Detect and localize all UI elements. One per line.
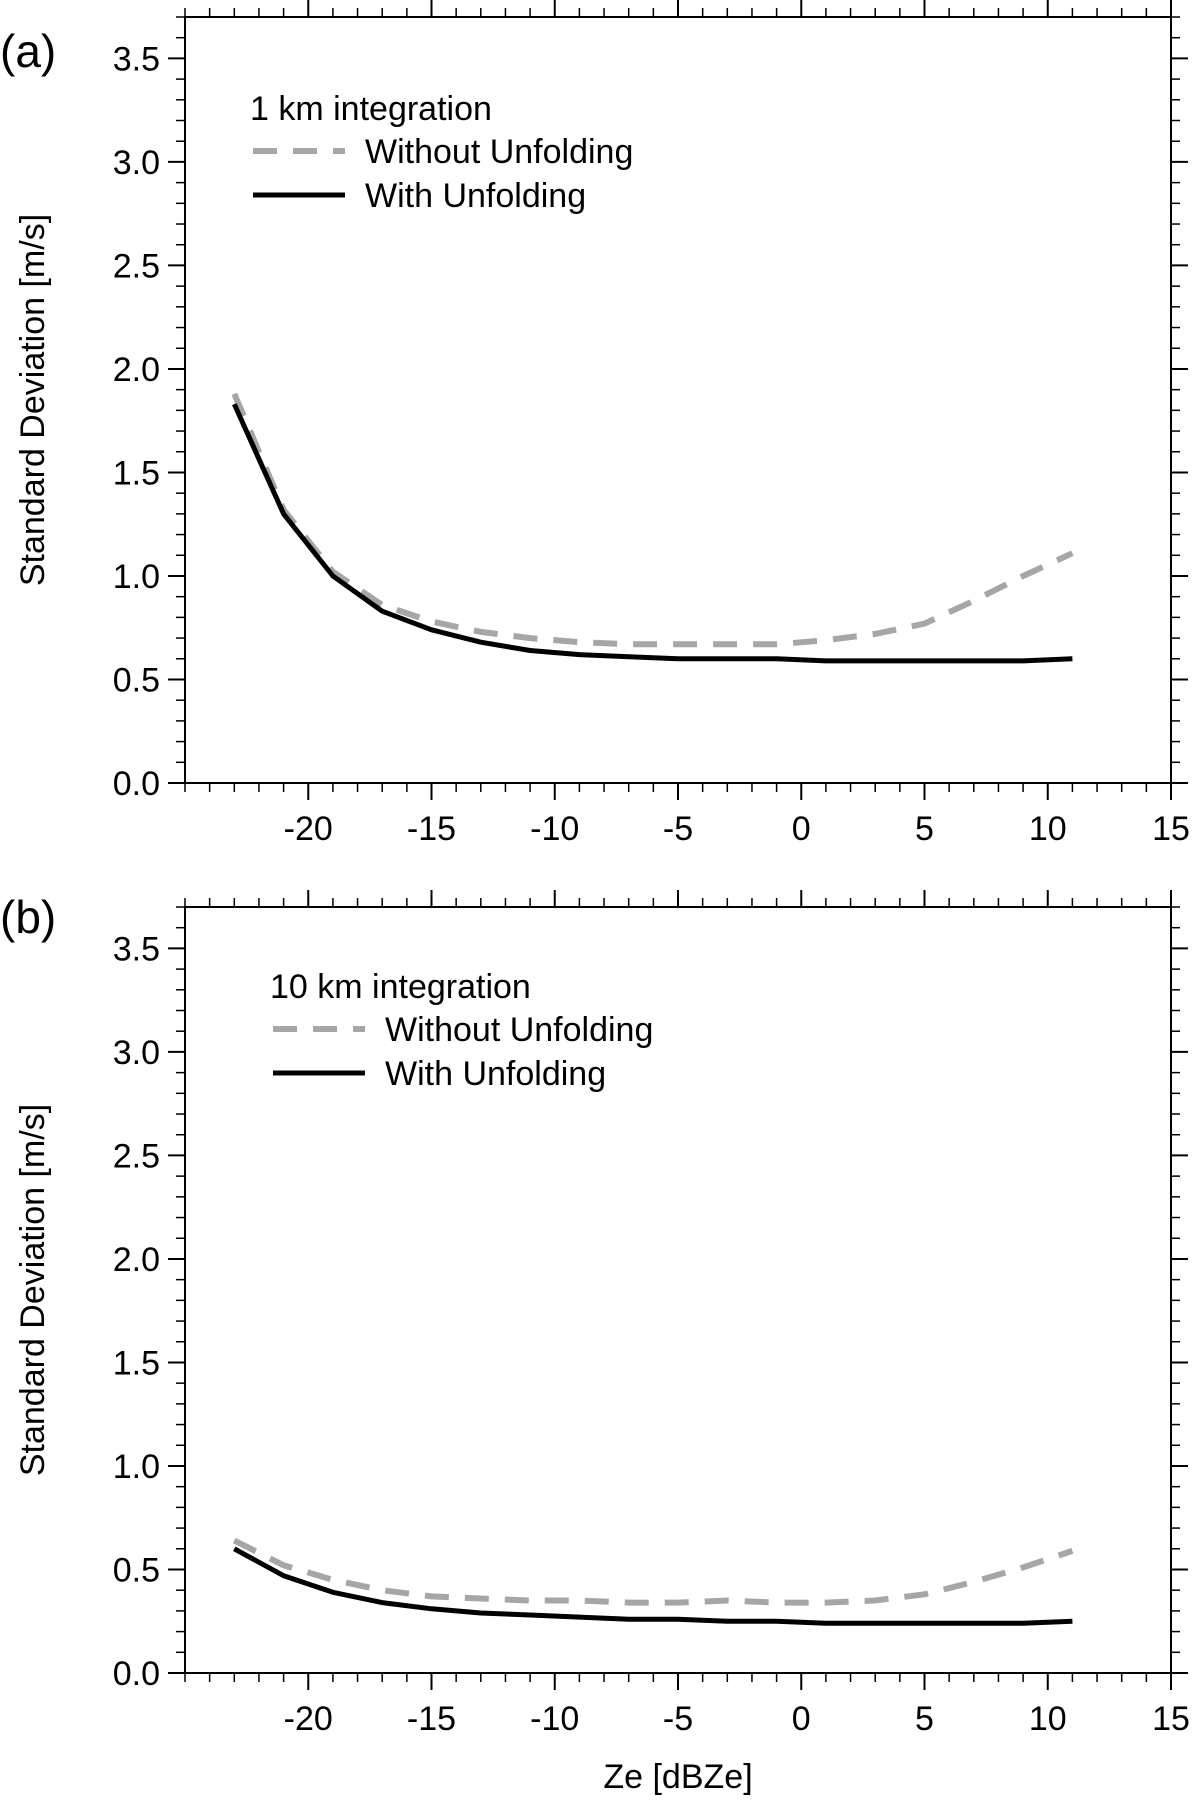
y-tick-label: 2.0	[113, 1241, 160, 1279]
x-tick-label: 0	[792, 1700, 811, 1738]
x-tick-label: 15	[1152, 810, 1190, 848]
x-axis-title: Ze [dBZe]	[603, 1758, 752, 1796]
y-tick-label: 2.5	[113, 247, 160, 285]
x-tick-label: 10	[1029, 810, 1067, 848]
panel-label: (a)	[0, 25, 56, 77]
chart-panel-a: (a) -20 -15 -10 -5 0 5 10 15 0.0 0.5 1.0 1.5 2.0 2.5 3.…	[0, 0, 1190, 848]
legend-title: 10 km integration	[270, 968, 531, 1006]
legend-entry-label: Without Unfolding	[385, 1011, 653, 1049]
x-tick-label: -10	[530, 1700, 579, 1738]
y-tick-label: 1.0	[113, 558, 160, 596]
y-tick-label: 1.5	[113, 454, 160, 492]
series-line-with-unfolding	[232, 403, 1073, 664]
series-line-with-unfolding	[233, 1546, 1073, 1626]
y-tick-label: 0.5	[113, 1551, 160, 1589]
panel-label: (b)	[0, 891, 56, 943]
x-tick-label: 15	[1152, 1700, 1190, 1738]
x-tick-label: -5	[663, 1700, 693, 1738]
y-tick-label: 3.5	[113, 930, 160, 968]
x-tick-label: -20	[284, 1700, 333, 1738]
y-tick-label: 1.5	[113, 1344, 160, 1382]
series-line-without-unfolding	[232, 1537, 1074, 1606]
legend-entry-label: With Unfolding	[365, 177, 586, 215]
y-axis-title: Standard Deviation [m/s]	[14, 1104, 52, 1476]
y-tick-label: 2.0	[113, 351, 160, 389]
x-tick-label: -20	[284, 810, 333, 848]
legend-title: 1 km integration	[250, 90, 492, 128]
y-axis-title: Standard Deviation [m/s]	[14, 214, 52, 586]
y-tick-label: 2.5	[113, 1137, 160, 1175]
y-tick-label: 1.0	[113, 1448, 160, 1486]
x-tick-label: -15	[407, 810, 456, 848]
y-tick-label: 0.0	[113, 1655, 160, 1693]
x-tick-label: 0	[792, 810, 811, 848]
x-tick-label: 5	[915, 810, 934, 848]
y-tick-label: 0.5	[113, 661, 160, 699]
x-tick-label: -15	[407, 1700, 456, 1738]
series-line-without-unfolding	[231, 392, 1074, 648]
x-tick-label: 5	[915, 1700, 934, 1738]
x-tick-label: -5	[663, 810, 693, 848]
plot-frame	[184, 16, 1172, 784]
chart-panel-b: (b) -20 -15 -10 -5 0 5 10 15 0.0 0.5 1.0 1.5 2.0 2.5 3.…	[0, 890, 1190, 1796]
y-tick-label: 3.0	[113, 144, 160, 182]
legend-entry-label: Without Unfolding	[365, 133, 633, 171]
x-tick-label: -10	[530, 810, 579, 848]
y-tick-label: 3.0	[113, 1034, 160, 1072]
x-tick-label: 10	[1029, 1700, 1067, 1738]
y-tick-label: 3.5	[113, 40, 160, 78]
legend-entry-label: With Unfolding	[385, 1055, 606, 1093]
y-tick-label: 0.0	[113, 765, 160, 803]
plot-frame	[184, 906, 1172, 1674]
